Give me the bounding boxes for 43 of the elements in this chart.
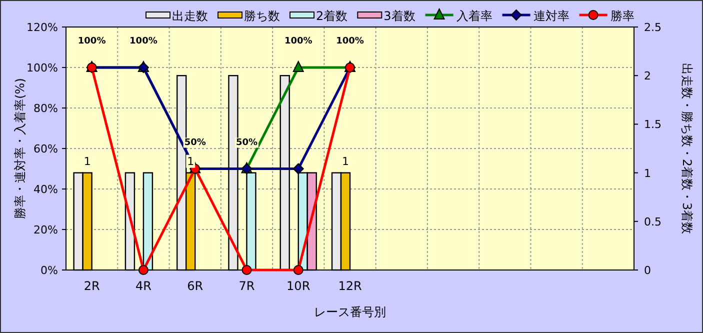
data-label: 100% (130, 36, 158, 46)
point (293, 265, 304, 275)
x-tick-label: 10R (286, 279, 310, 293)
x-tick-label: 12R (338, 279, 362, 293)
legend-label: 勝率 (610, 9, 634, 23)
x-tick-label: 2R (84, 279, 100, 293)
data-label: 1 (84, 154, 91, 168)
y-tick-label: 120% (26, 21, 58, 34)
y2-axis-title: 出走数・勝ち数・2着数・3着数 (680, 62, 694, 234)
y-tick-label: 60% (34, 142, 58, 156)
point (292, 163, 304, 174)
y2-tick-label: 2 (644, 70, 651, 83)
y-tick-label: 0% (40, 264, 58, 277)
legend-label: 連対率 (533, 9, 570, 23)
x-axis-title: レース番号別 (314, 305, 386, 319)
y-tick-label: 40% (34, 183, 58, 196)
legend-label: 3着数 (384, 9, 416, 23)
legend-label: 2着数 (316, 9, 348, 23)
y-axis-title: 勝率・連対率・入着率(%) (13, 78, 27, 219)
data-label: 100% (336, 36, 364, 46)
y2-tick-label: 0.5 (644, 215, 662, 228)
legend-label: 入着率 (456, 9, 492, 23)
y2-tick-label: 1.5 (644, 118, 662, 132)
point (292, 61, 304, 72)
y2-tick-label: 1 (644, 166, 651, 180)
data-label: 100% (284, 36, 312, 46)
legend-label: 出走数 (172, 9, 208, 23)
x-tick-label: 6R (187, 279, 204, 293)
y-tick-label: 80% (34, 102, 58, 115)
data-label: 1 (187, 154, 194, 168)
y-tick-label: 20% (34, 224, 58, 236)
x-tick-label: 7R (238, 279, 255, 293)
data-label: 50% (236, 138, 258, 148)
point (242, 265, 252, 275)
y2-tick-label: 0 (644, 264, 651, 277)
data-label: 100% (78, 36, 106, 46)
x-tick-label: 4R (135, 279, 152, 293)
data-label: 1 (342, 154, 349, 168)
y2-tick-label: 2.5 (644, 21, 662, 34)
y-tick-label: 100% (26, 62, 58, 74)
data-label: 50% (184, 138, 206, 148)
point (138, 265, 148, 275)
legend-label: 勝ち数 (244, 9, 280, 23)
